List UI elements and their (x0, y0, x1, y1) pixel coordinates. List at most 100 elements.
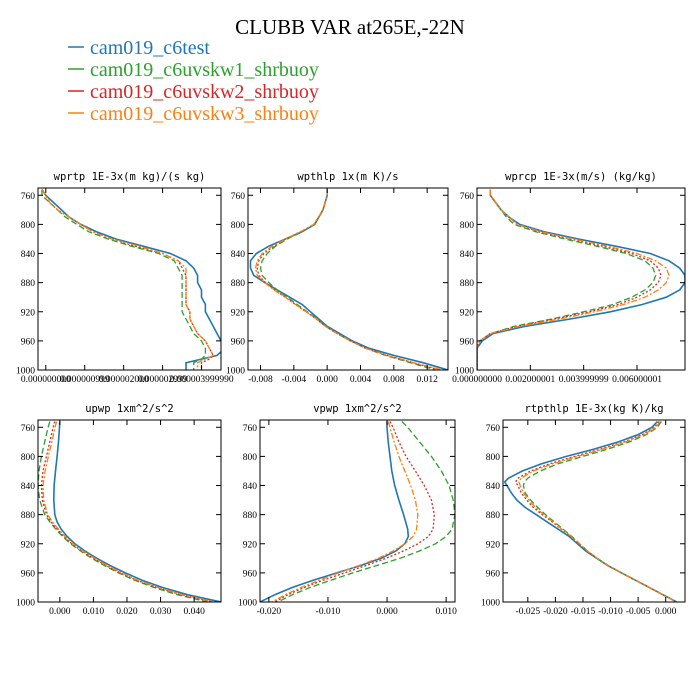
x-tick-label: 0.000000999 (60, 375, 110, 385)
panel-5: vpwp 1xm^2/s^27608008408809209601000-0.0… (238, 403, 457, 617)
series-line-1 (503, 420, 678, 602)
y-tick-label: 880 (21, 279, 36, 289)
y-tick-label: 1000 (455, 367, 474, 377)
y-tick-label: 880 (21, 511, 36, 521)
series-line-4 (41, 189, 215, 370)
y-tick-label: 880 (231, 279, 246, 289)
x-tick-label: 0.000 (316, 375, 338, 385)
y-tick-label: 880 (486, 511, 501, 521)
y-tick-label: 800 (243, 453, 258, 463)
series-group (260, 421, 455, 602)
x-tick-label: -0.010 (598, 607, 623, 617)
panel-title: wprtp 1E-3x(m kg)/(s kg) (54, 171, 206, 183)
y-tick-label: 920 (243, 540, 258, 550)
y-tick-label: 960 (21, 569, 36, 579)
plot-frame (247, 187, 449, 371)
series-group (477, 189, 685, 370)
x-tick-label: 0.000002999 (138, 375, 188, 385)
plot-frame (37, 187, 222, 371)
x-tick-label: -0.025 (516, 607, 541, 617)
x-tick-label: -0.004 (282, 375, 307, 385)
y-tick-label: 760 (486, 424, 501, 434)
y-tick-label: 880 (460, 279, 475, 289)
x-tick-label: -0.010 (316, 607, 341, 617)
series-line-4 (477, 189, 670, 370)
y-tick-label: 920 (21, 308, 36, 318)
x-tick-label: 0.000000000 (21, 375, 71, 385)
y-tick-label: 840 (460, 250, 475, 260)
legend-label-2: cam019_c6uvskw1_shrbuoy (90, 59, 319, 81)
x-tick-label: 0.010 (83, 607, 105, 617)
x-tick-label: 0.000003999990 (169, 375, 233, 385)
x-tick-label: 0.004 (350, 375, 372, 385)
y-tick-label: 800 (231, 221, 246, 231)
y-tick-label: 760 (231, 192, 246, 202)
legend: cam019_c6test cam019_c6uvskw1_shrbuoy ca… (68, 37, 319, 125)
y-tick-label: 840 (243, 482, 258, 492)
y-tick-label: 760 (243, 424, 258, 434)
y-tick-label: 840 (231, 250, 246, 260)
x-tick-label: -0.008 (248, 375, 273, 385)
x-tick-label: 0.000 (655, 607, 677, 617)
x-tick-label: 0.002000001 (505, 375, 555, 385)
series-line-4 (42, 421, 215, 602)
plot-frame (476, 187, 686, 371)
series-group (503, 420, 678, 602)
y-tick-label: 760 (460, 192, 475, 202)
panel-3: wprcp 1E-3x(m/s) (kg/kg) 760 800 840 880 920 9… (452, 171, 686, 385)
y-tick-label: 960 (21, 337, 36, 347)
panel-2: wpthlp 1x(m K)/s7608008408809209601000-0… (226, 171, 449, 385)
legend-label-1: cam019_c6test (90, 37, 210, 59)
x-tick-label: 0.000002000 (99, 375, 149, 385)
series-line-3 (256, 189, 440, 370)
x-tick-label: -0.020 (257, 607, 282, 617)
y-tick-label: 1000 (16, 367, 35, 377)
series-line-2 (41, 189, 207, 370)
x-tick-label: -0.020 (543, 607, 568, 617)
series-line-2 (477, 189, 657, 370)
y-tick-label: 800 (486, 453, 501, 463)
x-tick-label: 0.040 (183, 607, 205, 617)
series-line-1 (52, 421, 221, 602)
y-tick-label: 760 (21, 424, 36, 434)
series-group (38, 421, 221, 602)
x-tick-label: -0.015 (571, 607, 596, 617)
y-tick-label: 1000 (238, 599, 257, 609)
y-tick-label: 920 (460, 308, 475, 318)
y-tick-label: 920 (21, 540, 36, 550)
y-tick-label: 1000 (481, 599, 500, 609)
series-group (41, 189, 221, 370)
x-tick-label: 0.008 (383, 375, 405, 385)
series-line-3 (274, 421, 435, 602)
y-tick-label: 840 (21, 250, 36, 260)
series-line-4 (518, 421, 678, 602)
x-tick-label: 0.012 (416, 375, 438, 385)
x-tick-label: 0.003999999 (559, 375, 609, 385)
x-tick-label: 0.010 (435, 607, 457, 617)
y-tick-label: 760 (21, 192, 36, 202)
panel-1: wprtp 1E-3x(m kg)/(s kg) 760 800 840 880 920 9… (16, 171, 234, 385)
y-tick-label: 800 (460, 221, 475, 231)
panels: wprtp 1E-3x(m kg)/(s kg) 760 800 840 880 920 9… (16, 171, 686, 617)
series-line-1 (249, 189, 448, 370)
series-line-3 (477, 189, 662, 370)
x-tick-label: 0.006000001 (612, 375, 662, 385)
y-tick-label: 960 (486, 569, 501, 579)
panel-title: vpwp 1xm^2/s^2 (313, 403, 402, 415)
y-tick-label: 920 (231, 308, 246, 318)
y-tick-label: 800 (21, 453, 36, 463)
y-tick-label: 1000 (16, 599, 35, 609)
x-tick-label: 0.000 (49, 607, 71, 617)
y-tick-label: 960 (460, 337, 475, 347)
legend-label-4: cam019_c6uvskw3_shrbuoy (90, 103, 319, 125)
plot-frame (259, 419, 456, 603)
series-line-2 (522, 421, 678, 602)
plot-frame (37, 419, 222, 603)
series-line-3 (514, 421, 678, 602)
panel-4: upwp 1xm^2/s^2 760 800 840 880 920 960 1000 0.00… (16, 403, 222, 617)
series-line-4 (254, 189, 443, 370)
y-tick-label: 880 (243, 511, 258, 521)
series-line-1 (260, 421, 410, 602)
y-tick-label: 840 (21, 482, 36, 492)
series-line-2 (259, 189, 436, 370)
